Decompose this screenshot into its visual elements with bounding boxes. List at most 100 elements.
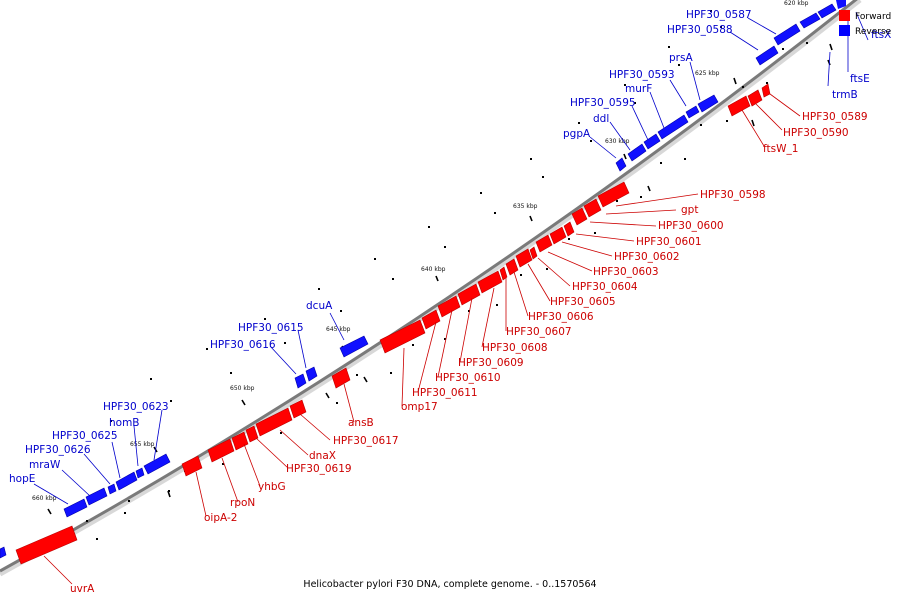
gene-label[interactable]: pgpA [563, 128, 591, 140]
gene-label[interactable]: HPF30_0589 [802, 111, 868, 123]
gene-label[interactable]: oipA-2 [204, 512, 237, 524]
gene-label[interactable]: homB [109, 417, 140, 429]
gene-label[interactable]: HPF30_0625 [52, 430, 118, 442]
forward-gene[interactable] [583, 198, 602, 218]
gene-label[interactable]: mraW [29, 459, 61, 471]
tick-label: 650 kbp [230, 385, 255, 392]
gene-label[interactable]: HPF30_0600 [658, 220, 724, 232]
forward-gene[interactable] [535, 234, 553, 253]
gene-label[interactable]: HPF30_0611 [412, 387, 478, 399]
reverse-gene[interactable] [115, 471, 138, 491]
minor-ticks [60, 10, 808, 544]
forward-gene[interactable] [747, 89, 763, 107]
gene-label[interactable]: HPF30_0623 [103, 401, 169, 413]
gene-label[interactable]: uvrA [70, 583, 95, 595]
forward-gene[interactable] [15, 525, 78, 565]
gene-label[interactable]: HPF30_0615 [238, 322, 304, 334]
gene-label[interactable]: gpt [681, 204, 698, 216]
gene-label[interactable]: dnaX [309, 450, 336, 462]
reverse-gene[interactable] [63, 498, 88, 518]
forward-gene[interactable] [289, 399, 307, 419]
reverse-gene[interactable] [643, 133, 661, 150]
gene-label[interactable]: HPF30_0588 [667, 24, 733, 36]
gene-label[interactable]: ftsW_1 [763, 143, 798, 155]
forward-gene[interactable] [597, 181, 630, 208]
forward-gene[interactable] [437, 295, 461, 318]
gene-label[interactable]: HPF30_0608 [482, 342, 548, 354]
forward-gene[interactable] [515, 248, 533, 268]
gene-label[interactable]: murF [625, 83, 652, 95]
forward-gene[interactable] [549, 226, 567, 245]
gene-label[interactable]: HPF30_0610 [435, 372, 501, 384]
forward-gene[interactable] [207, 438, 235, 463]
gene-label[interactable]: dcuA [306, 300, 333, 312]
gene-label[interactable]: yhbG [258, 481, 286, 493]
gene-label[interactable]: HPF30_0605 [550, 296, 616, 308]
reverse-gene[interactable] [0, 546, 7, 559]
reverse-gene[interactable] [85, 487, 108, 506]
gene-label[interactable]: omp17 [401, 401, 438, 413]
reverse-gene[interactable] [305, 366, 318, 382]
forward-gene[interactable] [477, 270, 503, 294]
gene-label[interactable]: trmB [832, 89, 858, 101]
forward-gene[interactable] [231, 431, 249, 451]
gene-label[interactable]: HPF30_0617 [333, 435, 399, 447]
forward-gene[interactable] [571, 207, 588, 226]
gene-label[interactable]: HPF30_0590 [783, 127, 849, 139]
tick-label: 660 kbp [32, 495, 57, 502]
gene-label[interactable]: HPF30_0603 [593, 266, 659, 278]
tick-label: 635 kbp [513, 203, 538, 210]
forward-gene[interactable] [457, 283, 481, 306]
forward-gene[interactable] [761, 83, 771, 98]
gene-label[interactable]: ddl [593, 113, 609, 125]
gene-label[interactable]: HPF30_0587 [686, 9, 752, 21]
forward-gene[interactable] [727, 95, 751, 117]
reverse-gene[interactable] [135, 467, 145, 479]
reverse-gene[interactable] [755, 45, 779, 66]
forward-gene[interactable] [499, 266, 508, 281]
gene-label[interactable]: HPF30_0609 [458, 357, 524, 369]
gene-label[interactable]: HPF30_0626 [25, 444, 91, 456]
reverse-gene[interactable] [143, 453, 171, 475]
forward-leaders [43, 93, 801, 585]
forward-gene[interactable] [505, 258, 519, 276]
reverse-gene[interactable] [799, 12, 821, 29]
reverse-gene[interactable] [627, 143, 647, 162]
gene-label[interactable]: HPF30_0598 [700, 189, 766, 201]
reverse-gene[interactable] [773, 23, 801, 46]
legend-reverse-swatch [839, 25, 850, 36]
gene-label[interactable]: prsA [669, 52, 693, 64]
forward-gene[interactable] [181, 455, 203, 477]
gene-label[interactable]: HPF30_0616 [210, 339, 276, 351]
forward-gene[interactable] [563, 221, 575, 237]
gene-label[interactable]: HPF30_0601 [636, 236, 702, 248]
reverse-gene[interactable] [294, 373, 307, 389]
gene-label[interactable]: ansB [348, 417, 374, 429]
gene-label[interactable]: HPF30_0607 [506, 326, 572, 338]
gene-label[interactable]: HPF30_0593 [609, 69, 675, 81]
gene-label[interactable]: ftsE [850, 73, 870, 85]
reverse-gene[interactable] [339, 335, 369, 358]
gene-label[interactable]: rpoN [230, 497, 255, 509]
gene-label[interactable]: HPF30_0604 [572, 281, 638, 293]
forward-gene[interactable] [529, 246, 538, 260]
reverse-gene[interactable] [836, 0, 846, 9]
forward-gene[interactable] [331, 367, 351, 389]
gene-label[interactable]: HPF30_0606 [528, 311, 594, 323]
reverse-gene[interactable] [107, 483, 117, 495]
gene-label[interactable]: HPF30_0619 [286, 463, 352, 475]
forward-gene[interactable] [379, 319, 426, 354]
forward-gene[interactable] [245, 425, 259, 443]
reverse-gene[interactable] [615, 157, 627, 172]
reverse-gene[interactable] [697, 94, 719, 113]
gene-label[interactable]: HPF30_0595 [570, 97, 636, 109]
forward-gene[interactable] [255, 407, 293, 437]
gene-label[interactable]: hopE [9, 473, 35, 485]
map-caption: Helicobacter pylori F30 DNA, complete ge… [303, 579, 596, 590]
forward-gene[interactable] [421, 309, 441, 330]
reverse-gene[interactable] [685, 105, 700, 119]
reverse-gene[interactable] [817, 3, 837, 19]
gene-label[interactable]: HPF30_0602 [614, 251, 680, 263]
reverse-gene[interactable] [657, 114, 689, 140]
gene-label[interactable]: ftsX [871, 29, 891, 41]
